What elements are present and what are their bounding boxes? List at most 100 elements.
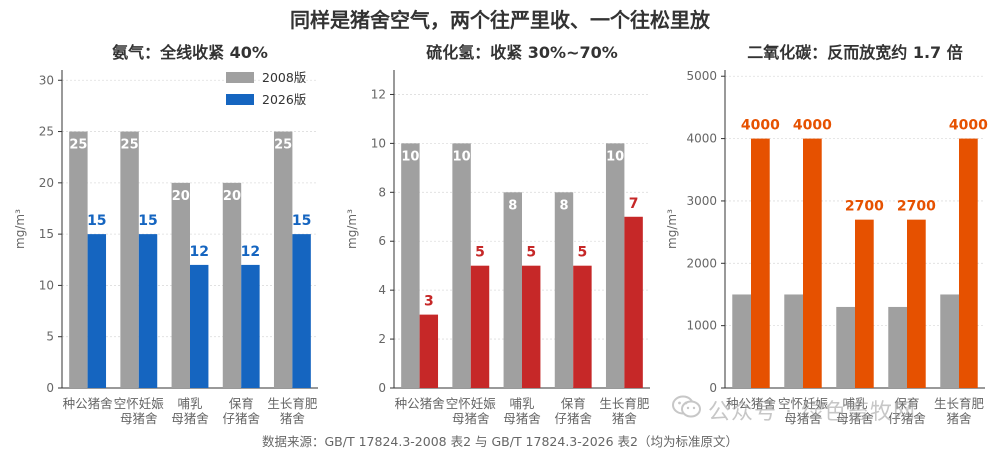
- bar-2008: [732, 294, 751, 388]
- y-tick-label: 1000: [686, 319, 717, 333]
- x-tick-label: 母猪舍: [171, 411, 209, 426]
- bar-2008: [503, 192, 522, 388]
- x-tick-label: 生长育肥: [267, 396, 318, 411]
- watermark: 公众号 · 绿色畜牧网: [672, 394, 992, 434]
- x-tick-label: 母猪舍: [784, 411, 822, 426]
- bar-label-2026: 4000: [793, 118, 832, 134]
- bar-label-2026: 3: [424, 294, 434, 310]
- x-tick-label: 生长育肥: [599, 396, 650, 411]
- bar-2008: [836, 306, 855, 388]
- bar-label-2026: 4000: [949, 118, 988, 134]
- chart-panel-3: 二氧化碳：反而放宽约 1.7 倍 0 1000 2000 3000 4000 5000 mg/…: [665, 43, 988, 426]
- bar-label-2008: 8: [508, 198, 517, 213]
- bar-label-2008: 20: [223, 189, 241, 204]
- watermark-text: 公众号 · 绿色畜牧网: [708, 400, 916, 425]
- y-axis-label: mg/m³: [345, 209, 359, 249]
- bar-label-2026: 2700: [897, 199, 936, 215]
- bar-2026: [855, 219, 874, 388]
- bar-label-2008: 25: [69, 138, 87, 153]
- bar-2026: [803, 138, 822, 388]
- x-tick-label: 保育: [894, 396, 919, 411]
- bar-label-2026: 2700: [845, 199, 884, 215]
- bar-label-2008: 25: [274, 138, 292, 153]
- bar-2008: [888, 306, 907, 388]
- x-tick-label: 猪舍: [280, 411, 306, 426]
- x-tick-label: 母猪舍: [452, 411, 490, 426]
- x-tick-label: 空怀妊娠: [114, 396, 165, 411]
- bar-label-2026: 12: [189, 244, 208, 260]
- bar-label-2026: 15: [138, 213, 157, 229]
- legend-swatch: [226, 94, 254, 105]
- y-axis-label: mg/m³: [665, 209, 679, 249]
- x-tick-label: 保育: [561, 396, 586, 411]
- bar-label-2026: 5: [475, 245, 485, 261]
- y-tick-label: 2000: [686, 256, 717, 270]
- x-tick-label: 母猪舍: [120, 411, 158, 426]
- bar-2026: [907, 219, 926, 388]
- chart-title: 硫化氢：收紧 30%~70%: [426, 43, 618, 62]
- y-tick-label: 0: [709, 381, 717, 395]
- y-tick-label: 5000: [686, 69, 717, 83]
- y-tick-label: 4000: [686, 132, 717, 146]
- bar-2026: [138, 234, 158, 388]
- bar-2026: [87, 234, 107, 388]
- y-tick-label: 25: [39, 125, 54, 139]
- x-tick-label: 保育: [229, 396, 254, 411]
- bar-label-2008: 10: [401, 149, 419, 164]
- y-tick-label: 10: [371, 136, 386, 150]
- chart-title: 氨气：全线收紧 40%: [112, 43, 268, 62]
- main-title: 同样是猪舍空气，两个往严里收、一个往松里放: [290, 8, 710, 32]
- bar-label-2026: 15: [292, 213, 311, 229]
- y-tick-label: 3000: [686, 194, 717, 208]
- bar-2026: [470, 265, 490, 388]
- bar-label-2008: 10: [453, 149, 471, 164]
- bar-2026: [292, 234, 311, 388]
- y-tick-label: 2: [378, 332, 386, 346]
- x-tick-label: 母猪舍: [836, 411, 874, 426]
- bar-2008: [784, 294, 803, 388]
- y-tick-label: 4: [378, 283, 386, 297]
- legend-label: 2008版: [262, 70, 307, 85]
- bar-label-2008: 20: [172, 189, 190, 204]
- x-tick-label: 仔猪舍: [554, 411, 592, 426]
- bar-2008: [222, 182, 242, 388]
- bar-2008: [401, 143, 420, 388]
- x-tick-label: 哺乳: [177, 396, 202, 411]
- x-tick-label: 生长育肥: [934, 396, 985, 411]
- y-tick-label: 30: [39, 73, 54, 87]
- x-tick-label: 猪舍: [612, 411, 638, 426]
- bar-2026: [624, 216, 643, 388]
- bar-2008: [171, 182, 190, 388]
- bar-label-2026: 7: [629, 196, 639, 212]
- bar-label-2026: 15: [87, 213, 106, 229]
- bar-label-2026: 12: [241, 244, 260, 260]
- bar-2008: [120, 131, 139, 388]
- bar-label-2026: 5: [578, 245, 588, 261]
- y-axis-label: mg/m³: [13, 209, 27, 249]
- y-tick-label: 10: [39, 278, 54, 292]
- bar-2026: [522, 265, 541, 388]
- bar-label-2008: 8: [559, 198, 568, 213]
- chart-panel-1: 氨气：全线收紧 40% 0 5 10 15 20 25 30 mg/m³ 25 15 种公猪舍 25 15…: [13, 43, 318, 426]
- y-tick-label: 0: [378, 381, 386, 395]
- x-tick-label: 母猪舍: [503, 411, 541, 426]
- legend-swatch: [226, 72, 254, 83]
- bar-2026: [241, 264, 260, 388]
- bar-2008: [452, 143, 471, 388]
- chart-panel-2: 硫化氢：收紧 30%~70% 0 2 4 6 8 10 12 mg/m³ 10 3 种公猪舍 10 5 空怀…: [345, 43, 650, 426]
- x-tick-label: 猪舍: [946, 411, 972, 426]
- chart-title: 二氧化碳：反而放宽约 1.7 倍: [747, 43, 963, 62]
- bar-2026: [190, 264, 209, 388]
- bar-2008: [554, 192, 574, 388]
- bar-label-2026: 5: [526, 245, 536, 261]
- bar-2008: [605, 143, 625, 388]
- legend: 2008版 2026版: [226, 70, 307, 107]
- y-tick-label: 12: [371, 87, 386, 101]
- bar-2008: [69, 131, 88, 388]
- y-tick-label: 8: [378, 185, 386, 199]
- x-tick-label: 仔猪舍: [888, 411, 926, 426]
- x-tick-label: 种公猪舍: [726, 396, 777, 411]
- x-tick-label: 空怀妊娠: [778, 396, 829, 411]
- bar-2026: [573, 265, 592, 388]
